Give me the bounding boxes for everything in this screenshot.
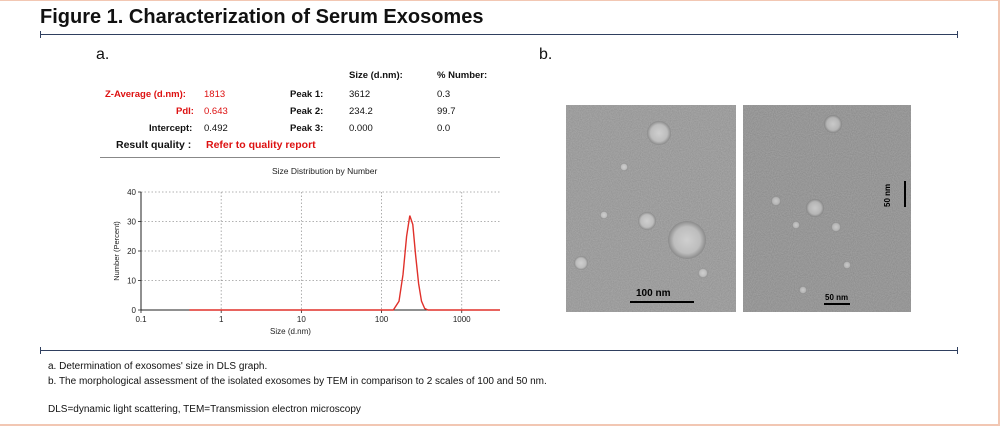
- peak-3-size: 0.000: [349, 123, 373, 134]
- tem-image-100nm: 100 nm: [566, 105, 736, 312]
- scale-label-50nm: 50 nm: [825, 293, 849, 302]
- peak-1-size: 3612: [349, 89, 371, 100]
- figure-title: Figure 1. Characterization of Serum Exos…: [40, 6, 484, 28]
- result-quality-value: Refer to quality report: [206, 139, 316, 151]
- chart-ticks: 0 10 20 30 40 0.1 1 10 100 1000: [127, 188, 471, 324]
- scale-bar-50nm: [824, 303, 850, 305]
- tem-image-50nm: 50 nm 50 nm: [743, 105, 911, 312]
- frame-bottom-border: [0, 424, 1000, 426]
- tem-micrograph-1: [566, 105, 736, 312]
- chart-title: Size Distribution by Number: [272, 166, 378, 176]
- panel-a-label: a.: [96, 46, 110, 63]
- frame-right-border: [998, 0, 1000, 426]
- z-average-value: 1813: [204, 89, 226, 100]
- y-axis-label: Number (Percent): [112, 221, 121, 281]
- scale-label-100nm: 100 nm: [636, 288, 671, 299]
- y-tick-label-4: 40: [127, 188, 136, 197]
- peak-2-number: 99.7: [437, 106, 456, 117]
- scale-bar-100nm: [630, 301, 694, 303]
- number-header: % Number:: [437, 70, 488, 81]
- z-average-label: Z-Average (d.nm):: [105, 89, 186, 100]
- bottom-divider: [40, 347, 958, 354]
- y-tick-label-3: 30: [127, 218, 136, 227]
- x-tick-label-4: 1000: [453, 315, 471, 324]
- y-tick-label-0: 0: [132, 306, 137, 315]
- dls-report: Size (d.nm): % Number: Z-Average (d.nm):…: [0, 0, 520, 345]
- x-tick-label-2: 10: [297, 315, 306, 324]
- x-tick-label-3: 100: [375, 315, 389, 324]
- pdi-value: 0.643: [204, 106, 228, 117]
- intercept-value: 0.492: [204, 123, 228, 134]
- peak-1-number: 0.3: [437, 89, 451, 100]
- series-line-number-distribution: [189, 215, 500, 311]
- peak-1-label: Peak 1:: [290, 89, 324, 100]
- scale-label-50nm-vertical: 50 nm: [883, 183, 892, 207]
- frame-top-border: [0, 0, 1000, 1]
- chart-separator: [100, 157, 500, 158]
- peak-2-label: Peak 2:: [290, 106, 324, 117]
- size-header: Size (d.nm):: [349, 70, 403, 81]
- x-axis-label: Size (d.nm): [270, 327, 311, 336]
- caption-b: b. The morphological assessment of the i…: [48, 376, 547, 387]
- pdi-label: PdI:: [176, 106, 194, 117]
- peak-3-number: 0.0: [437, 123, 451, 134]
- tem-micrograph-2: [743, 105, 911, 312]
- caption-a: a. Determination of exosomes' size in DL…: [48, 361, 268, 372]
- panel-b-label: b.: [539, 46, 553, 63]
- peak-3-label: Peak 3:: [290, 123, 324, 134]
- y-tick-label-1: 10: [127, 277, 136, 286]
- intercept-label: Intercept:: [149, 123, 193, 134]
- scale-bar-50nm-vertical: [904, 181, 906, 207]
- x-tick-label-0: 0.1: [135, 315, 147, 324]
- peak-2-size: 234.2: [349, 106, 373, 117]
- y-tick-label-2: 20: [127, 247, 136, 256]
- x-tick-label-1: 1: [219, 315, 224, 324]
- result-quality-label: Result quality :: [116, 139, 192, 151]
- caption-abbreviations: DLS=dynamic light scattering, TEM=Transm…: [48, 404, 361, 415]
- chart-grid: [141, 191, 500, 310]
- top-divider: [40, 31, 958, 38]
